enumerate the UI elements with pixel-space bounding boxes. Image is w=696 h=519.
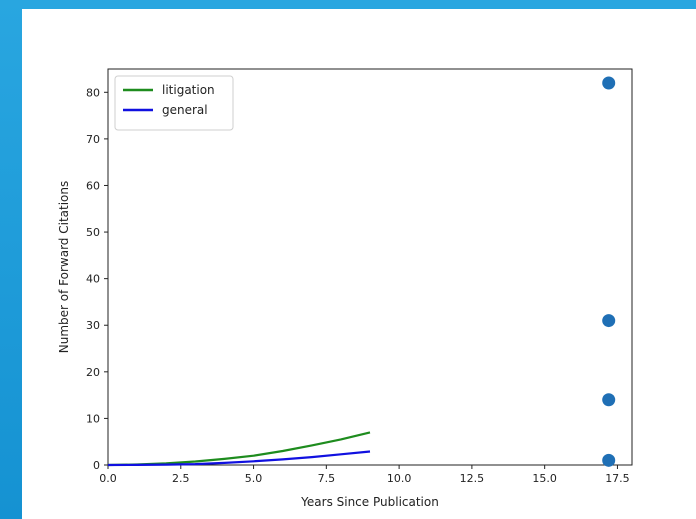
scatter-point bbox=[602, 76, 616, 90]
plot-frame bbox=[107, 68, 633, 466]
x-tick-label: 7.5 bbox=[318, 472, 336, 485]
y-tick-label: 50 bbox=[86, 226, 100, 239]
x-tick-label: 2.5 bbox=[172, 472, 190, 485]
scatter-point bbox=[602, 393, 616, 407]
series-line-litigation bbox=[107, 431, 371, 467]
x-tick-label: 12.5 bbox=[460, 472, 485, 485]
x-tick-label: 5.0 bbox=[245, 472, 262, 485]
plot-group: 0.0 2.5 5.0 7.5 10.0 12.5 15.0 17.5 0 10 20 30 40 50 6… bbox=[57, 68, 633, 509]
y-tick-label: 70 bbox=[86, 133, 100, 146]
x-tick-label: 15.0 bbox=[532, 472, 557, 485]
y-axis-label: Number of Forward Citations bbox=[57, 181, 71, 353]
y-tick-label: 60 bbox=[86, 179, 100, 192]
y-tick-label: 10 bbox=[86, 412, 100, 425]
x-axis-label: Years Since Publication bbox=[300, 495, 439, 509]
y-tick-label: 80 bbox=[86, 86, 100, 99]
legend-label-general: general bbox=[162, 103, 208, 117]
scatter-point bbox=[602, 314, 616, 328]
y-tick-label: 0 bbox=[93, 459, 100, 472]
x-tick-label: 17.5 bbox=[605, 472, 630, 485]
y-tick-label: 40 bbox=[86, 273, 100, 286]
chart-svg: 0.0 2.5 5.0 7.5 10.0 12.5 15.0 17.5 0 10 20 30 40 50 6… bbox=[57, 68, 633, 509]
chart-canvas: 0.0 2.5 5.0 7.5 10.0 12.5 15.0 17.5 0 10 20 30 40 50 6… bbox=[22, 9, 696, 519]
series-line-general bbox=[107, 450, 371, 467]
x-tick-label: 0.0 bbox=[99, 472, 117, 485]
y-tick-label: 20 bbox=[86, 366, 100, 379]
scatter-point bbox=[602, 453, 616, 467]
y-tick-label: 30 bbox=[86, 319, 100, 332]
legend-label-litigation: litigation bbox=[162, 83, 215, 97]
x-tick-label: 10.0 bbox=[387, 472, 412, 485]
